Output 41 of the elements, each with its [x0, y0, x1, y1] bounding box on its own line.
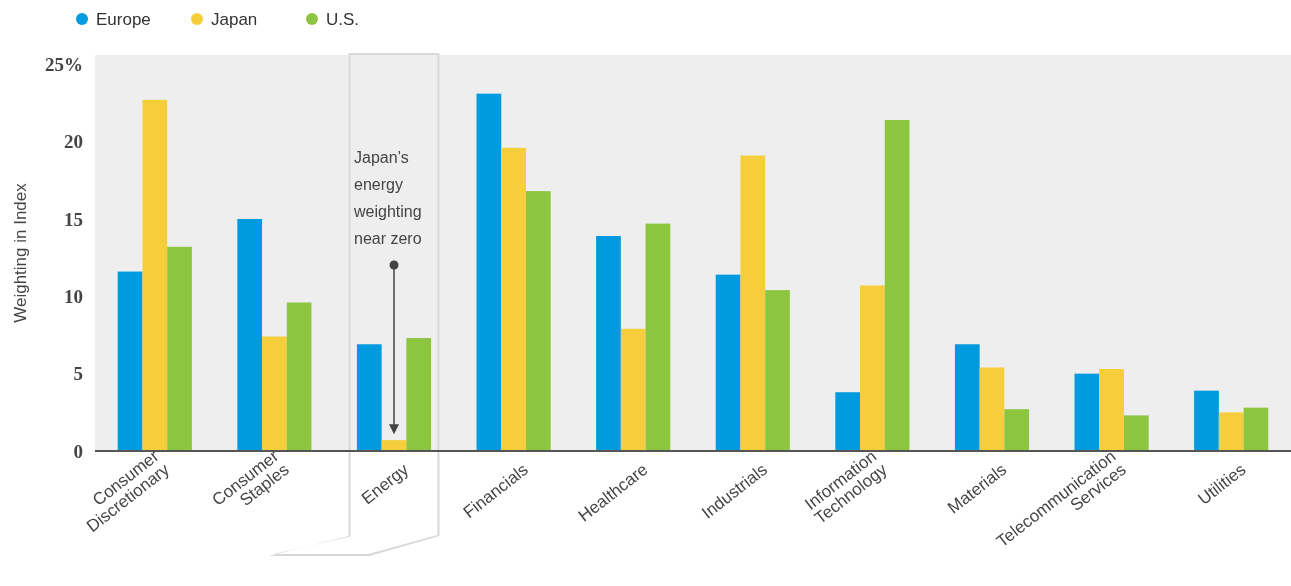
y-tick-label: 5 [73, 363, 83, 385]
bar [117, 271, 143, 451]
bar [237, 218, 263, 451]
bar [740, 155, 766, 451]
bar [1099, 369, 1124, 451]
bar [860, 285, 885, 451]
bar [286, 302, 312, 451]
bar [476, 93, 502, 451]
bar [1074, 373, 1100, 451]
annotation: Japan’s energy weighting near zero [353, 149, 422, 247]
bar [954, 344, 980, 451]
bar [1004, 409, 1030, 451]
bar [884, 119, 910, 451]
bar [596, 235, 621, 451]
bar [765, 290, 790, 451]
bar [620, 328, 646, 451]
legend-label: U.S. [326, 9, 360, 29]
bar [1194, 390, 1219, 451]
bar [1123, 415, 1149, 451]
bar [645, 223, 671, 451]
y-tick-label: 10 [64, 285, 83, 307]
bar [262, 336, 287, 451]
bar [979, 367, 1005, 451]
bar [406, 338, 432, 451]
bar [167, 246, 192, 451]
y-axis-title: Weighting in Index [11, 182, 30, 323]
y-tick-label: 25% [45, 53, 83, 75]
bar [835, 392, 861, 451]
bar [1243, 407, 1269, 451]
bar [715, 274, 741, 451]
y-tick-label: 20 [64, 131, 83, 153]
bar [356, 344, 382, 451]
bar [525, 191, 551, 451]
bar [1218, 412, 1244, 451]
legend-label: Europe [96, 9, 151, 29]
y-tick-label: 0 [73, 440, 83, 462]
bar [501, 147, 526, 451]
legend-label: Japan [211, 9, 258, 29]
y-tick-label: 15 [64, 208, 83, 230]
bar [142, 99, 168, 451]
bar [381, 440, 407, 451]
